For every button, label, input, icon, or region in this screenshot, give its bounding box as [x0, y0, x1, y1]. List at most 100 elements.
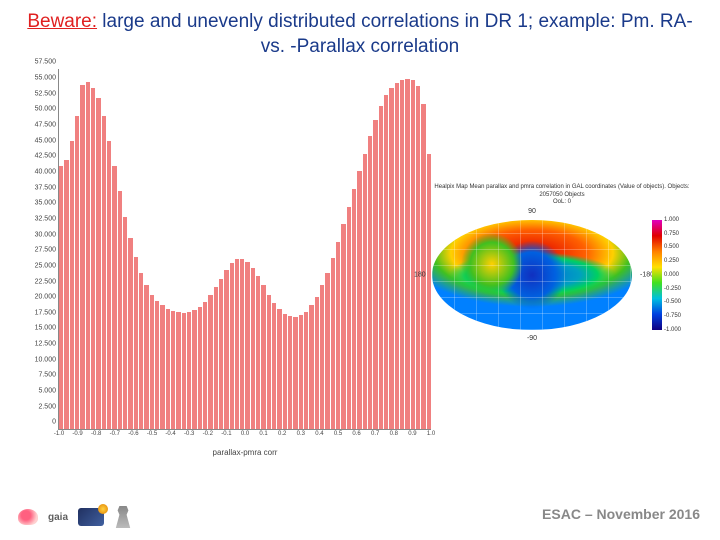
- histogram-xtick: 0.9: [408, 429, 416, 437]
- histogram-bar: [128, 238, 132, 429]
- histogram-xtick: -0.5: [147, 429, 157, 437]
- histogram-bar: [272, 303, 276, 429]
- histogram-bar: [230, 263, 234, 429]
- histogram-bar: [70, 141, 74, 429]
- histogram-bar: [224, 270, 228, 429]
- histogram-bar: [112, 166, 116, 429]
- histogram-ytick: 2.500: [38, 403, 59, 410]
- histogram-ytick: 47.500: [35, 121, 59, 128]
- colorbar-tick: 0.750: [664, 231, 679, 237]
- histogram-bar: [80, 85, 84, 429]
- histogram-bar: [427, 154, 431, 429]
- logo-row: gaia: [18, 506, 132, 528]
- skymap-title: Healpix Map Mean parallax and pmra corre…: [432, 184, 692, 206]
- dpac-icon: [78, 508, 104, 526]
- correlation-histogram: parallax-pmra corr 02.5005.0007.50010.00…: [10, 64, 440, 459]
- colorbar-tick: 1.000: [664, 217, 679, 223]
- histogram-xtick: -0.8: [91, 429, 101, 437]
- skymap-axis-top: 90: [528, 208, 536, 215]
- histogram-xtick: 0.0: [241, 429, 249, 437]
- histogram-bar: [59, 166, 63, 429]
- histogram-bar: [171, 311, 175, 429]
- histogram-bar: [245, 262, 249, 430]
- histogram-xtick: 0.5: [334, 429, 342, 437]
- histogram-bar: [187, 312, 191, 429]
- histogram-ytick: 27.500: [35, 247, 59, 254]
- histogram-ytick: 37.500: [35, 184, 59, 191]
- title-warn: Beware:: [27, 11, 97, 32]
- histogram-ytick: 5.000: [38, 388, 59, 395]
- histogram-bar: [75, 116, 79, 429]
- histogram-bar: [96, 98, 100, 430]
- histogram-bar: [395, 83, 399, 430]
- histogram-bar: [325, 273, 329, 430]
- histogram-bar: [219, 279, 223, 429]
- histogram-bar: [176, 312, 180, 429]
- histogram-xtick: -0.3: [184, 429, 194, 437]
- footer-text: ESAC – November 2016: [542, 506, 700, 522]
- histogram-bar: [283, 314, 287, 430]
- histogram-bar: [267, 295, 271, 430]
- knight-icon: [114, 506, 132, 528]
- histogram-bar: [192, 310, 196, 429]
- histogram-ytick: 12.500: [35, 341, 59, 348]
- histogram-bar: [134, 257, 138, 429]
- histogram-bar: [363, 154, 367, 429]
- histogram-bar: [102, 116, 106, 429]
- histogram-bar: [261, 285, 265, 429]
- histogram-xtick: -0.2: [203, 429, 213, 437]
- colorbar-tick: -1.000: [664, 327, 681, 333]
- histogram-bar: [160, 305, 164, 429]
- histogram-bar: [336, 242, 340, 430]
- histogram-bar: [64, 160, 68, 429]
- histogram-bar: [400, 80, 404, 429]
- histogram-ytick: 17.500: [35, 309, 59, 316]
- histogram-ytick: 42.500: [35, 153, 59, 160]
- histogram-ytick: 22.500: [35, 278, 59, 285]
- histogram-bar: [341, 224, 345, 429]
- skymap-axis-left: 180: [414, 271, 426, 278]
- histogram-bar: [304, 312, 308, 430]
- histogram-ytick: 55.000: [35, 75, 59, 82]
- histogram-ytick: 30.000: [35, 231, 59, 238]
- histogram-bar: [118, 191, 122, 429]
- histogram-bar: [139, 273, 143, 430]
- histogram-xtick: 0.4: [315, 429, 323, 437]
- histogram-plot-area: parallax-pmra corr 02.5005.0007.50010.00…: [58, 69, 431, 430]
- histogram-ytick: 50.000: [35, 106, 59, 113]
- histogram-bar: [155, 301, 159, 429]
- colorbar-tick: -0.750: [664, 313, 681, 319]
- histogram-bar: [91, 88, 95, 429]
- title-rest: large and unevenly distributed correlati…: [97, 11, 693, 57]
- histogram-bar: [416, 86, 420, 429]
- histogram-bar: [240, 259, 244, 429]
- histogram-bar: [384, 95, 388, 429]
- mollweide-projection: [432, 220, 632, 330]
- histogram-ytick: 57.500: [35, 59, 59, 66]
- histogram-bar: [421, 104, 425, 430]
- histogram-ytick: 7.500: [38, 372, 59, 379]
- footer: gaia ESAC – November 2016: [0, 490, 720, 530]
- histogram-bar: [389, 88, 393, 430]
- histogram-ytick: 45.000: [35, 137, 59, 144]
- histogram-xlabel: parallax-pmra corr: [213, 448, 278, 457]
- histogram-bar: [379, 106, 383, 429]
- gaia-text-logo: gaia: [48, 512, 68, 523]
- skymap-body: 180 -180 90 -90 1.0000.7500.5000.2500.00…: [432, 210, 692, 340]
- histogram-bar: [368, 136, 372, 429]
- histogram-bar: [256, 276, 260, 429]
- histogram-xtick: 0.2: [278, 429, 286, 437]
- histogram-bar: [144, 285, 148, 429]
- histogram-ytick: 10.000: [35, 356, 59, 363]
- histogram-ytick: 20.000: [35, 294, 59, 301]
- colorbar-tick: 0.250: [664, 258, 679, 264]
- histogram-xtick: 0.6: [352, 429, 360, 437]
- histogram-bar: [86, 82, 90, 429]
- histogram-bar: [107, 141, 111, 429]
- histogram-xtick: -0.7: [110, 429, 120, 437]
- histogram-bar: [288, 316, 292, 429]
- histogram-bar: [373, 120, 377, 429]
- histogram-bar: [411, 80, 415, 429]
- histogram-bar: [309, 305, 313, 429]
- histogram-bar: [331, 258, 335, 430]
